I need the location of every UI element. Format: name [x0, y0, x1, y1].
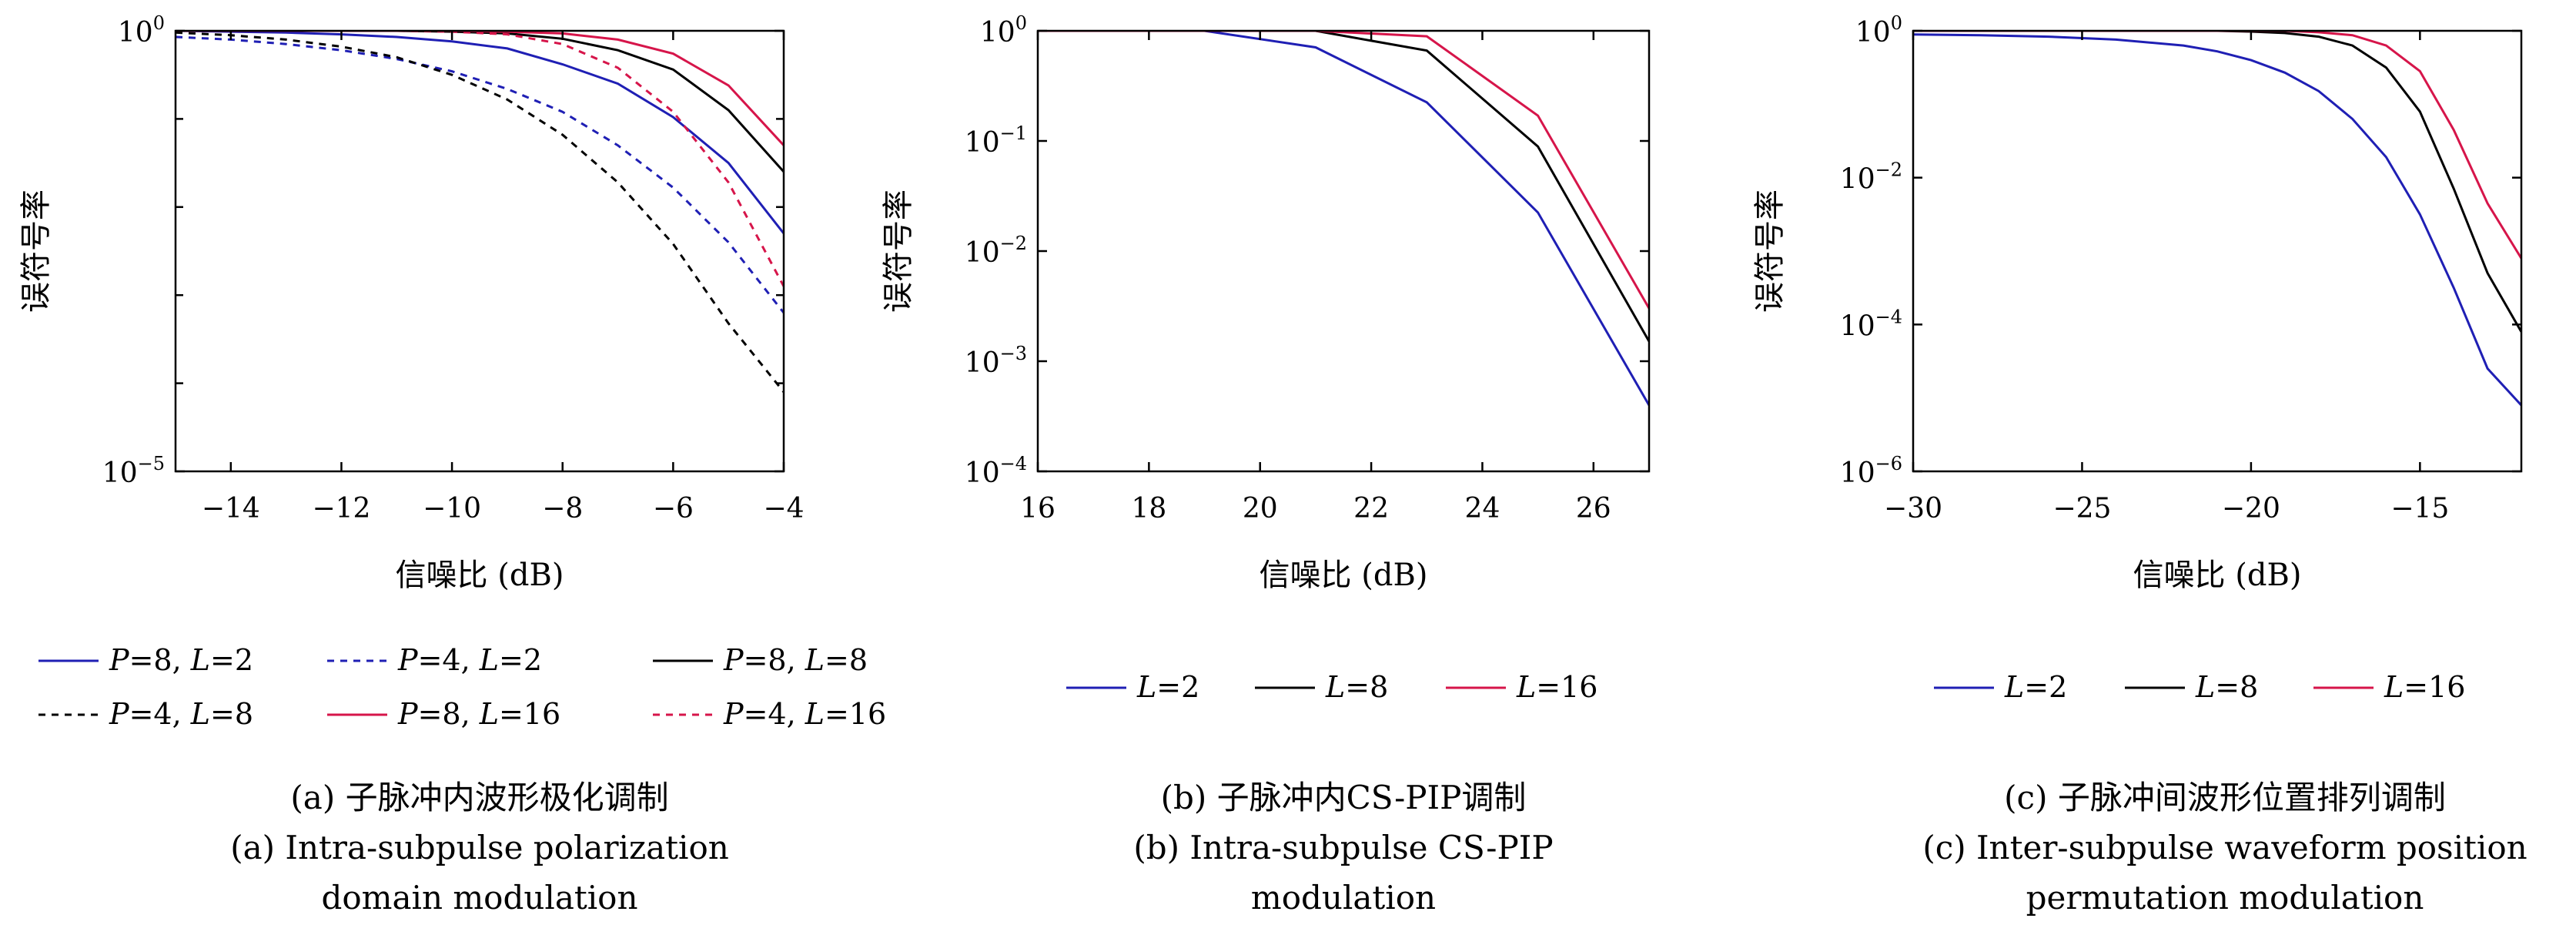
x-tick-label: −6 [653, 493, 694, 524]
x-axis-label: 信噪比 (dB) [396, 558, 564, 593]
chart-panel-3: −30 −25 −20 −15 100 10−2 10−4 10−6 信噪比 (dB) 误符号率 L… [1752, 12, 2527, 917]
series-line-3 [1038, 31, 1649, 310]
x-tick-label: −8 [542, 493, 583, 524]
legend: P=8, L=2 P=4, L=2 P=8, L=8 P=4, L=8 P=8, L=1… [38, 643, 886, 731]
y-tick-label: 10−6 [1840, 453, 1902, 489]
legend-entry: P=8, L=8 [723, 643, 868, 677]
series-line-3 [176, 31, 784, 173]
plot-frame [1036, 29, 1651, 473]
x-tick-label: −10 [423, 493, 481, 524]
series-lines [1913, 31, 2521, 407]
x-tick-label: −4 [763, 493, 804, 524]
y-axis-label: 误符号率 [18, 189, 54, 313]
plot-frame [1912, 29, 2523, 473]
legend-entry: P=4, L=2 [397, 643, 542, 677]
legend-entry: L=8 [2195, 670, 2258, 704]
y-tick-label: 10−3 [965, 343, 1027, 379]
series-line-1 [1913, 33, 2521, 407]
series-line-1 [176, 31, 784, 235]
y-tick-label: 10−1 [965, 122, 1027, 159]
legend: L=2 L=8 L=16 [1934, 670, 2465, 704]
legend-entry: P=4, L=8 [109, 697, 253, 731]
x-tick-label: −14 [202, 493, 260, 524]
caption-cn: (b) 子脉冲内CS-PIP调制 [1161, 779, 1527, 816]
x-tick-label: 20 [1243, 493, 1278, 524]
legend-entry: L=2 [1136, 670, 1199, 704]
y-tick-label: 10−4 [1840, 306, 1902, 342]
y-tick-label: 100 [980, 12, 1027, 49]
x-tick-label: −30 [1884, 493, 1942, 524]
legend-entry: P=4, L=16 [723, 697, 886, 731]
series-line-1 [1038, 31, 1649, 406]
x-axis-label: 信噪比 (dB) [2133, 558, 2302, 593]
legend-entry: L=16 [1516, 670, 1597, 704]
y-tick-label: 100 [1855, 12, 1902, 49]
series-line-2 [1038, 31, 1649, 343]
caption-en-line: (a) Intra-subpulse polarization [230, 829, 729, 866]
x-axis-label: 信噪比 (dB) [1260, 558, 1428, 593]
x-tick-label: 18 [1131, 493, 1166, 524]
series-line-6 [176, 31, 784, 287]
caption-en-line: (b) Intra-subpulse CS-PIP [1133, 829, 1553, 866]
caption-en-line: (c) Inter-subpulse waveform position [1922, 829, 2527, 866]
chart-panel-1: −14 −12 −10 −8 −6 −4 100 10−5 信噪比 (dB) 误符号率 P=8, L… [18, 12, 886, 917]
y-tick-label: 10−4 [965, 453, 1027, 489]
caption-en-line: permutation modulation [2026, 879, 2424, 917]
y-tick-label: 10−5 [102, 453, 165, 489]
caption-en-line: domain modulation [321, 879, 637, 917]
series-line-5 [176, 31, 784, 146]
series-line-4 [176, 31, 784, 393]
legend-entry: L=16 [2384, 670, 2465, 704]
x-tick-label: −25 [2052, 493, 2111, 524]
caption-en-line: modulation [1251, 879, 1436, 917]
series-line-2 [1913, 31, 2521, 333]
x-tick-label: −15 [2390, 493, 2449, 524]
x-tick-label: −20 [2222, 493, 2280, 524]
series-lines [1038, 31, 1649, 406]
y-tick-label: 10−2 [1840, 159, 1902, 196]
legend: L=2 L=8 L=16 [1066, 670, 1597, 704]
caption-cn: (c) 子脉冲间波形位置排列调制 [2004, 779, 2446, 816]
legend-entry: P=8, L=16 [397, 697, 560, 731]
series-lines [176, 31, 784, 393]
plot-frame [174, 29, 785, 473]
y-axis-label: 误符号率 [1752, 189, 1788, 313]
legend-entry: P=8, L=2 [109, 643, 253, 677]
x-tick-label: −12 [312, 493, 370, 524]
chart-panel-2: 16 18 20 22 24 26 100 10−1 10−2 10−3 10−4 信噪比 (dB) 误… [881, 12, 1651, 917]
legend-entry: L=8 [1325, 670, 1388, 704]
y-tick-label: 10−2 [965, 233, 1027, 269]
legend-entry: L=2 [2004, 670, 2067, 704]
x-tick-label: 22 [1353, 493, 1389, 524]
x-tick-label: 24 [1465, 493, 1500, 524]
y-axis-label: 误符号率 [881, 189, 916, 313]
x-tick-label: 26 [1576, 493, 1611, 524]
series-line-3 [1913, 31, 2521, 260]
caption-cn: (a) 子脉冲内波形极化调制 [290, 779, 668, 816]
series-line-2 [176, 35, 784, 314]
x-tick-label: 16 [1020, 493, 1055, 524]
y-tick-label: 100 [118, 12, 165, 49]
